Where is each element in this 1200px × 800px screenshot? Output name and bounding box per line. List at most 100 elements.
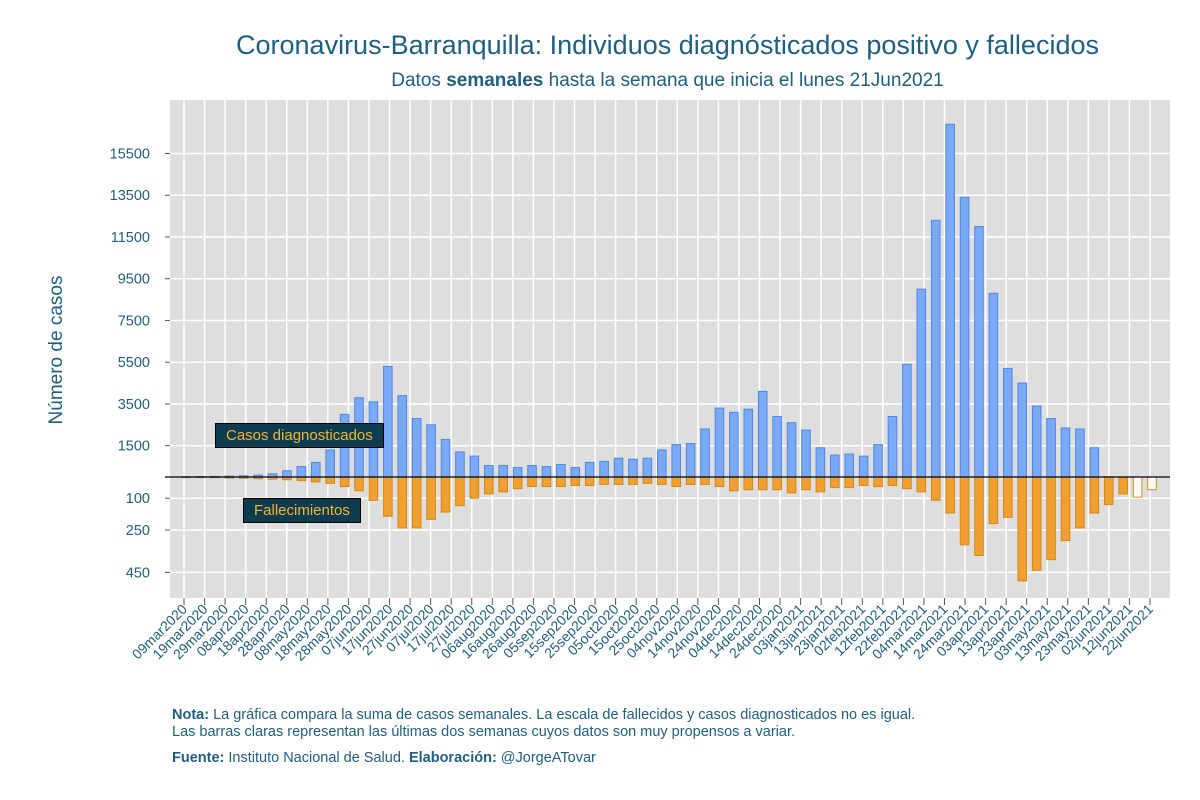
death-bar (613, 476, 624, 485)
case-bar (902, 363, 912, 478)
case-bar (945, 123, 955, 478)
death-bar (887, 476, 898, 486)
case-bar (930, 219, 941, 478)
death-bar (757, 476, 768, 491)
case-bar (541, 466, 552, 478)
death-bar (397, 476, 408, 529)
case-bar (801, 429, 811, 478)
source-label: Fuente: (172, 750, 225, 766)
death-bar (599, 476, 609, 485)
case-bar (700, 428, 710, 478)
note-label: Nota: (172, 707, 210, 723)
case-bar (988, 292, 999, 478)
death-bar (1003, 476, 1013, 518)
death-bar (426, 476, 436, 520)
death-bar (628, 476, 638, 485)
case-bar (916, 288, 927, 478)
death-bar (1089, 476, 1100, 514)
death-bar (541, 476, 552, 488)
case-bar (714, 407, 725, 478)
case-bar (512, 467, 523, 478)
case-bar (685, 443, 696, 478)
y-tick-label: 5500 (118, 355, 150, 371)
case-bar (830, 454, 840, 478)
death-bar (685, 476, 696, 485)
subtitle-pre: Datos (391, 70, 447, 91)
case-bar (887, 415, 898, 478)
note-line1-text: La gráfica compara la suma de casos sema… (209, 707, 916, 723)
y-tick-label: 15500 (110, 146, 150, 162)
death-bar (844, 476, 855, 489)
note-line-1: Nota: La gráfica compara la suma de caso… (172, 707, 915, 724)
case-bar (282, 470, 292, 478)
case-bar (786, 422, 797, 478)
death-bar (584, 476, 595, 486)
death-bar (700, 476, 710, 485)
case-bar (498, 465, 508, 478)
death-bar (483, 476, 494, 495)
case-bar (440, 438, 451, 478)
case-bar (757, 390, 768, 478)
case-bar (656, 449, 667, 478)
note-line-2: Las barras claras representan las última… (172, 724, 796, 740)
case-bar (1017, 382, 1028, 478)
case-bar (1046, 418, 1056, 478)
case-bar (628, 458, 638, 478)
y-tick-label: 11500 (111, 230, 150, 246)
case-bar (1089, 447, 1100, 478)
legend-cases: Casos diagnosticados (215, 423, 384, 448)
y-tick-label: 1500 (118, 439, 150, 455)
case-bar (772, 415, 782, 478)
y-tick-label: 100 (126, 491, 150, 507)
credit-value: @JorgeATovar (496, 750, 596, 766)
chart-title: Coronavirus-Barranquilla: Individuos dia… (236, 30, 1099, 60)
death-bar (945, 476, 955, 514)
case-bar (584, 461, 595, 478)
death-bar (772, 476, 782, 491)
death-bar (743, 476, 754, 491)
death-bar (354, 476, 364, 492)
case-bar (743, 408, 754, 478)
case-bar (671, 444, 682, 478)
source-text: Fuente: Instituto Nacional de Salud. Ela… (172, 750, 596, 766)
case-bar (1075, 428, 1085, 478)
death-bar (815, 476, 826, 493)
case-bar (556, 463, 566, 478)
death-bar (830, 476, 840, 489)
death-bar (786, 476, 797, 494)
death-bar (959, 476, 970, 546)
case-bar (858, 455, 869, 478)
death-bar (930, 476, 941, 501)
death-bar (714, 476, 725, 488)
death-bar (339, 476, 350, 488)
credit-label: Elaboración: (408, 750, 497, 766)
case-bar (455, 451, 465, 478)
case-bar (959, 196, 970, 478)
death-bar (873, 476, 883, 488)
case-bar (411, 418, 422, 478)
source-value: Instituto Nacional de Salud. (224, 750, 409, 766)
case-bar (642, 457, 653, 478)
death-bar (988, 476, 999, 525)
y-tick-label: 250 (126, 523, 150, 539)
death-bar (440, 476, 451, 513)
y-tick-label: 9500 (118, 272, 150, 288)
death-bar (801, 476, 811, 491)
case-bar (397, 395, 408, 478)
case-bar (296, 466, 307, 478)
death-bar (729, 476, 739, 492)
case-bar (527, 465, 537, 478)
death-bar (858, 476, 869, 486)
case-bar (815, 447, 826, 478)
death-bar (642, 476, 653, 484)
chart-subtitle: Datos semanales hasta la semana que inic… (165, 70, 1170, 92)
case-bar (383, 365, 393, 478)
death-bar (671, 476, 682, 488)
case-bar (873, 444, 883, 478)
death-bar (325, 476, 335, 484)
case-bar (325, 449, 335, 478)
y-tick-label: 7500 (118, 313, 150, 329)
death-bar (383, 476, 393, 517)
death-bar (1075, 476, 1085, 529)
death-bar (974, 476, 984, 556)
